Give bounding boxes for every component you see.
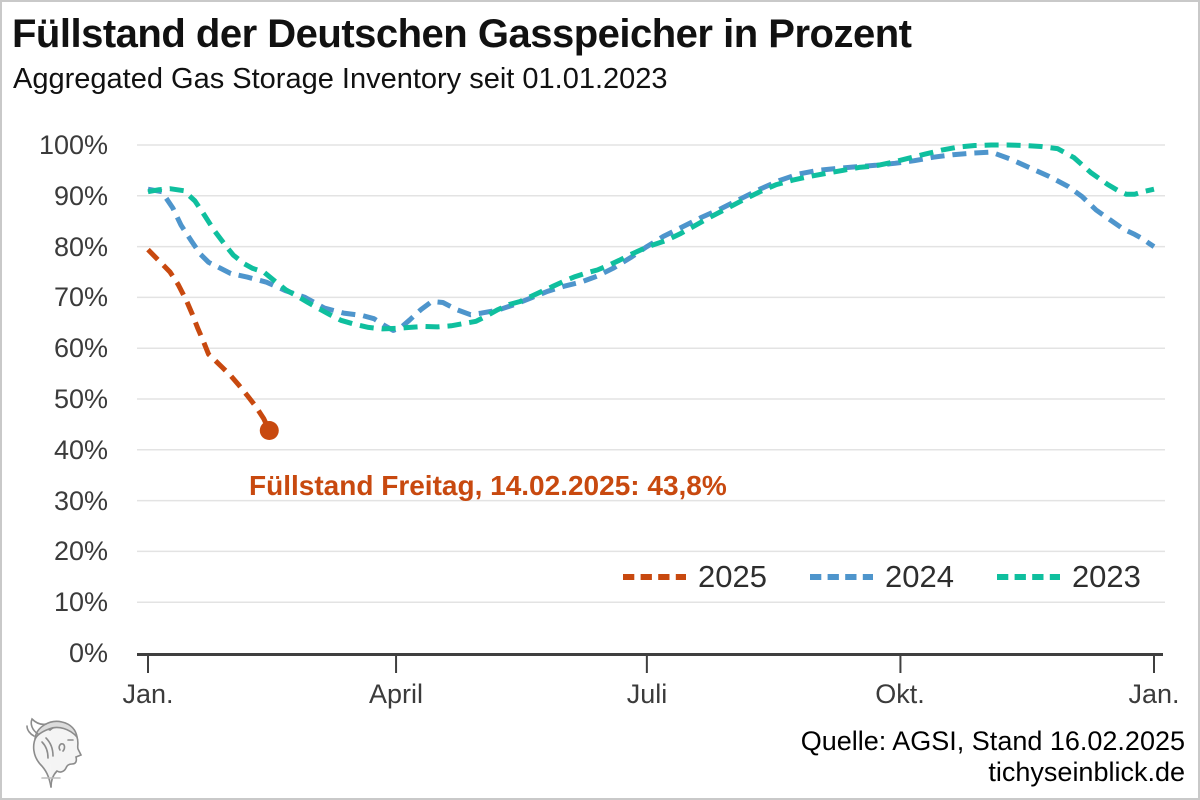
source-attribution: Quelle: AGSI, Stand 16.02.2025 tichysein… [801, 726, 1185, 788]
tichys-einblick-logo [26, 717, 83, 788]
y-axis-tick-label: 30% [53, 486, 108, 516]
y-axis-tick-label: 70% [53, 282, 108, 312]
y-axis-tick-label: 0% [68, 638, 108, 668]
legend-label-2024: 2024 [884, 559, 954, 594]
endpoint-marker [259, 420, 279, 440]
endpoint-annotation: Füllstand Freitag, 14.02.2025: 43,8% [249, 470, 727, 501]
y-axis-tick-label: 80% [53, 232, 108, 262]
legend: 2025 2024 2023 [622, 559, 1141, 595]
chart-title: Füllstand der Deutschen Gasspeicher in P… [12, 12, 912, 56]
y-axis-tick-label: 50% [53, 384, 108, 414]
y-axis-tick-label: 60% [53, 333, 108, 363]
source-line: Quelle: AGSI, Stand 16.02.2025 [800, 726, 1185, 756]
y-axis-tick-label: 10% [53, 587, 108, 617]
legend-item-2025: 2025 [622, 559, 767, 595]
y-axis-tick-label: 100% [38, 130, 108, 160]
x-axis-tick-label: Jan. [1128, 679, 1180, 709]
legend-swatch-2025 [623, 574, 686, 580]
y-axis-tick-label: 90% [53, 181, 108, 211]
series-line-2024 [147, 149, 1156, 333]
legend-label-2025: 2025 [698, 559, 767, 594]
legend-swatch-2023 [996, 574, 1060, 580]
y-axis-tick-label: 40% [53, 435, 108, 465]
legend-label-2023: 2023 [1071, 559, 1141, 594]
legend-item-2024: 2024 [809, 559, 954, 595]
chart-subtitle: Aggregated Gas Storage Inventory seit 01… [13, 63, 668, 95]
legend-swatch-2024 [809, 574, 873, 580]
y-axis-tick-label: 20% [53, 536, 108, 566]
legend-item-2023: 2023 [996, 559, 1141, 595]
x-axis-tick-label: Okt. [875, 679, 925, 709]
series-line-2023 [147, 142, 1155, 332]
series-line-2025 [146, 247, 272, 432]
x-axis-tick-label: Jan. [122, 679, 174, 709]
website-text: tichyseinblick.de [988, 757, 1185, 787]
hermes-head-icon [26, 717, 83, 788]
x-axis-tick-label: Juli [626, 679, 668, 709]
x-axis-tick-label: April [368, 679, 423, 709]
